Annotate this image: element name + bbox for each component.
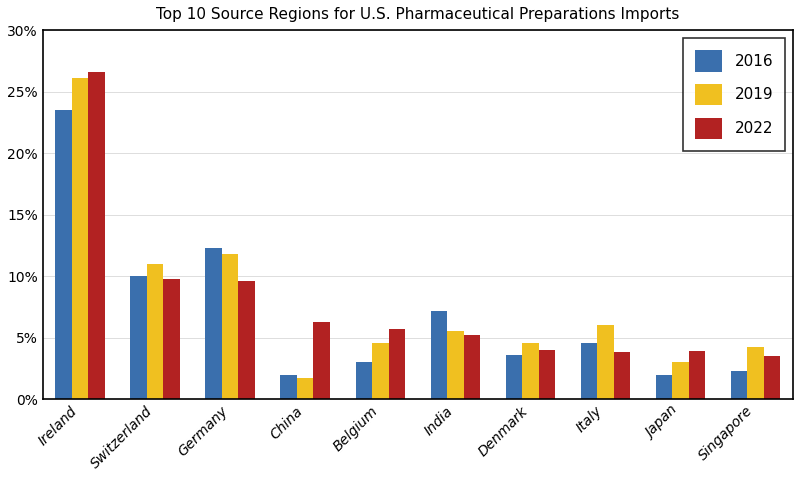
Bar (389, 329, 405, 399)
Bar (130, 276, 147, 399)
Bar (355, 362, 372, 399)
Bar (163, 279, 180, 399)
Bar (522, 343, 538, 399)
Bar (147, 264, 163, 399)
Legend: 2016, 2019, 2022: 2016, 2019, 2022 (682, 38, 786, 152)
Bar (206, 248, 222, 399)
Bar (672, 362, 689, 399)
Bar (747, 348, 764, 399)
Bar (372, 343, 389, 399)
Bar (463, 335, 480, 399)
Bar (88, 72, 105, 399)
Bar (506, 355, 522, 399)
Bar (764, 356, 780, 399)
Bar (222, 254, 238, 399)
Bar (656, 374, 672, 399)
Bar (297, 378, 314, 399)
Bar (281, 374, 297, 399)
Bar (689, 351, 706, 399)
Bar (538, 350, 555, 399)
Bar (730, 371, 747, 399)
Bar (581, 343, 597, 399)
Bar (597, 326, 614, 399)
Bar (447, 331, 463, 399)
Bar (55, 110, 72, 399)
Bar (314, 322, 330, 399)
Bar (430, 311, 447, 399)
Title: Top 10 Source Regions for U.S. Pharmaceutical Preparations Imports: Top 10 Source Regions for U.S. Pharmaceu… (156, 7, 679, 22)
Bar (238, 281, 255, 399)
Bar (614, 352, 630, 399)
Bar (72, 78, 88, 399)
